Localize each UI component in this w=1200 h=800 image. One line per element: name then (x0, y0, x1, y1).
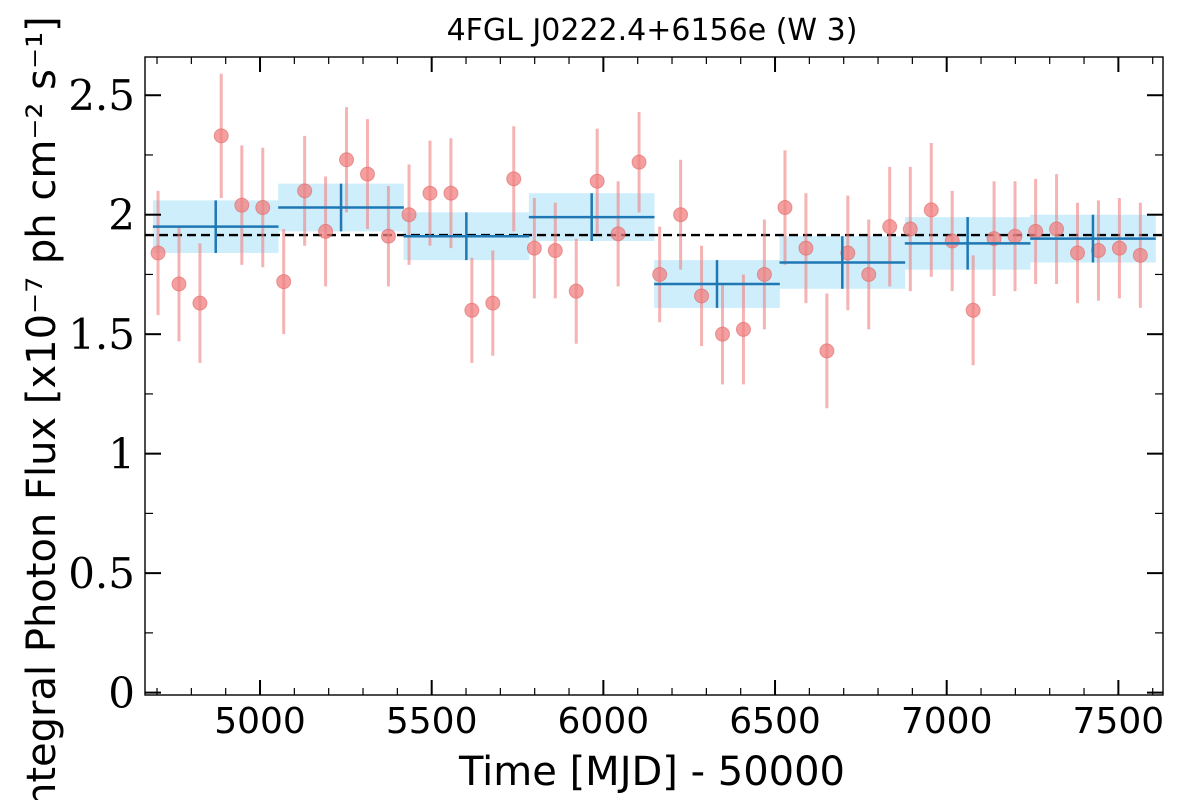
data-point (359, 166, 375, 182)
long-bin-crosses (152, 183, 1156, 308)
y-tick-label: 2 (108, 191, 135, 240)
y-tick-label: 1 (108, 430, 135, 479)
data-point (401, 207, 417, 223)
data-point (171, 276, 187, 292)
data-point (652, 266, 668, 282)
data-point (1049, 221, 1065, 237)
data-point (234, 197, 250, 213)
y-tick-label: 1.5 (68, 310, 135, 359)
x-axis-label: Time [MJD] - 50000 (458, 749, 845, 795)
data-point (547, 243, 563, 259)
data-point (276, 274, 292, 290)
x-tick-label: 5000 (214, 701, 306, 742)
data-point (255, 200, 271, 216)
data-point (318, 223, 334, 239)
data-point (1028, 223, 1044, 239)
data-point (861, 266, 877, 282)
data-point (714, 326, 730, 342)
data-point (882, 219, 898, 235)
x-axis-ticks: 5000 5500 6000 6500 7000 7500 (156, 57, 1165, 742)
data-point (902, 221, 918, 237)
data-point (526, 240, 542, 256)
plot-frame (144, 56, 1164, 696)
y-tick-label: 0 (108, 669, 135, 718)
data-point (923, 202, 939, 218)
data-point (150, 245, 166, 261)
data-point (213, 128, 229, 144)
data-point (756, 266, 772, 282)
data-point (380, 228, 396, 244)
data-point (631, 154, 647, 170)
y-tick-label: 2.5 (68, 71, 135, 120)
data-point (1132, 247, 1148, 263)
data-point (339, 152, 355, 168)
data-point (1007, 228, 1023, 244)
data-point (819, 343, 835, 359)
data-point (610, 226, 626, 242)
data-point (798, 240, 814, 256)
data-point (694, 288, 710, 304)
data-point (986, 231, 1002, 247)
data-point (777, 200, 793, 216)
y-axis-ticks: 0 0.5 1 1.5 2 2.5 (68, 71, 1163, 718)
data-point (485, 295, 501, 311)
data-point (443, 185, 459, 201)
y-tick-label: 0.5 (68, 549, 135, 598)
data-point (506, 171, 522, 187)
x-tick-label: 6500 (729, 701, 821, 742)
short-bin-points (150, 73, 1148, 409)
data-point (965, 302, 981, 318)
y-axis-label: Integral Photon Flux [x10⁻⁷ ph cm⁻² s⁻¹] (19, 16, 65, 800)
data-point (568, 283, 584, 299)
data-point (840, 245, 856, 261)
x-tick-label: 7500 (1073, 701, 1165, 742)
x-tick-label: 6000 (558, 701, 650, 742)
data-point (1111, 240, 1127, 256)
data-point (297, 183, 313, 199)
data-point (589, 173, 605, 189)
data-point (1090, 243, 1106, 259)
data-point (464, 302, 480, 318)
data-point (422, 185, 438, 201)
data-point (1070, 245, 1086, 261)
chart-title: 4FGL J0222.4+6156e (W 3) (447, 13, 858, 48)
data-point (673, 207, 689, 223)
data-point (944, 233, 960, 249)
x-tick-label: 5500 (386, 701, 478, 742)
x-tick-label: 7000 (901, 701, 993, 742)
data-point (735, 321, 751, 337)
data-point (192, 295, 208, 311)
